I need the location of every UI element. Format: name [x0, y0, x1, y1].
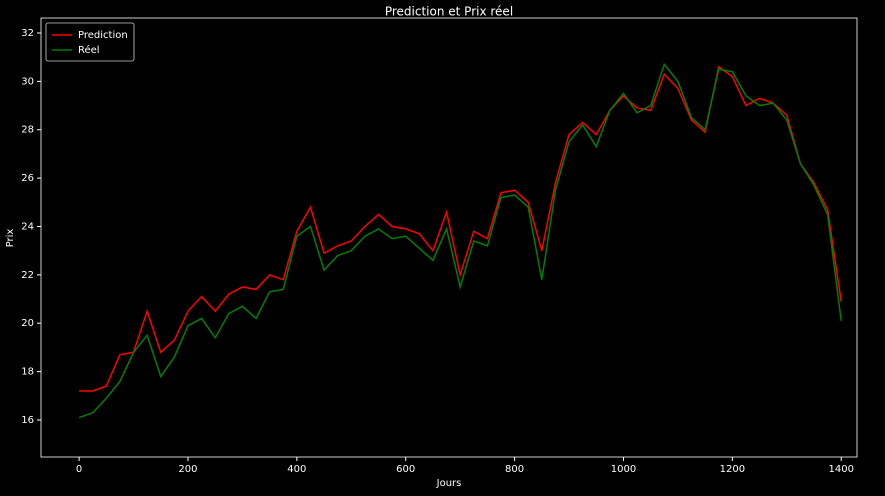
series-line	[79, 65, 842, 392]
y-tick-label: 22	[21, 270, 34, 281]
y-tick-label: 18	[21, 367, 34, 378]
plot-frame	[40, 17, 858, 458]
y-tick-label: 32	[21, 28, 34, 39]
x-axis-label: Jours	[436, 478, 462, 489]
x-tick-label: 1000	[611, 464, 636, 475]
x-tick-label: 400	[287, 464, 306, 475]
y-tick-label: 30	[21, 76, 34, 87]
y-tick-label: 26	[21, 173, 34, 184]
y-tick-label: 20	[21, 318, 34, 329]
legend-label: Réel	[78, 44, 100, 56]
chart-title: Prediction et Prix réel	[385, 5, 513, 19]
legend-box	[45, 22, 135, 62]
legend-label: Prediction	[78, 30, 128, 41]
x-tick-label: 1200	[720, 464, 745, 475]
y-tick-label: 16	[21, 415, 34, 426]
x-tick-label: 600	[396, 464, 415, 475]
x-tick-label: 800	[505, 464, 524, 475]
y-tick-label: 28	[21, 125, 34, 136]
x-tick-label: 200	[178, 464, 197, 475]
x-tick-label: 0	[76, 464, 82, 475]
x-tick-label: 1400	[828, 464, 853, 475]
y-tick-label: 24	[21, 221, 34, 232]
series-line	[78, 62, 842, 419]
y-axis-label: Prix	[5, 229, 16, 248]
